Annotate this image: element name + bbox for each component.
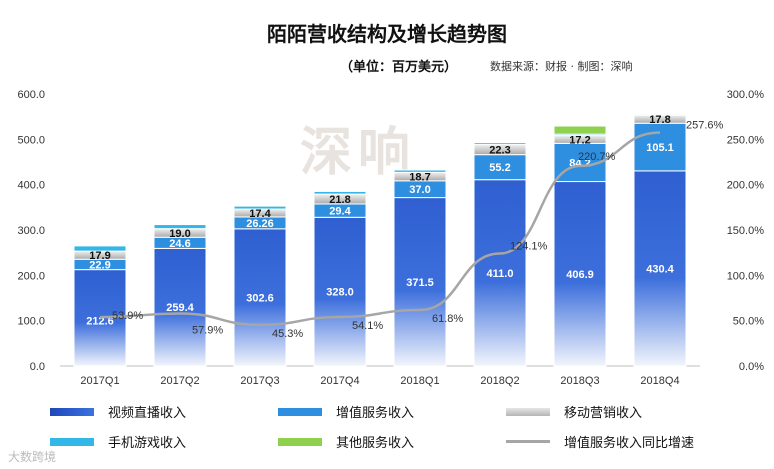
x-tick-label: 2018Q4 — [640, 375, 679, 387]
growth-label: 53.9% — [112, 310, 143, 322]
data-label-vas: 24.6 — [169, 238, 190, 250]
y2-tick-label: 200.0% — [727, 180, 765, 192]
y-tick-label: 200.0 — [17, 270, 45, 282]
data-label-live: 302.6 — [246, 292, 274, 304]
revenue-chart: 0.0 100.0 200.0 300.0 400.0 500.0 600.0 0.0% 50.… — [17, 89, 765, 387]
y-tick-label: 600.0 — [17, 89, 45, 101]
data-label-vas: 105.1 — [646, 142, 674, 154]
legend-swatch-vas — [278, 407, 322, 416]
data-label-vas: 55.2 — [489, 162, 510, 174]
data-label-marketing: 17.8 — [649, 114, 670, 126]
legend-swatch-games — [50, 437, 94, 446]
x-tick-label: 2018Q3 — [560, 375, 599, 387]
y-tick-label: 300.0 — [17, 225, 45, 237]
y-tick-label: 400.0 — [17, 180, 45, 192]
bar-live — [153, 247, 207, 367]
bar-live — [233, 228, 287, 367]
legend-label-vas: 增值服务收入 — [336, 406, 415, 421]
bar-games — [233, 205, 287, 210]
data-label-marketing: 19.0 — [169, 228, 190, 240]
x-tick-label: 2017Q2 — [160, 375, 199, 387]
watermark: 深响 — [300, 123, 417, 183]
data-label-vas: 29.4 — [329, 206, 351, 218]
growth-label: 124.1% — [510, 240, 548, 252]
legend-label-marketing: 移动营销收入 — [564, 406, 643, 421]
legend-item-live: 视频直播收入 — [50, 402, 186, 421]
legend-swatch-live — [50, 407, 94, 416]
growth-line — [99, 131, 661, 327]
data-label-live: 406.9 — [566, 269, 594, 281]
growth-label: 45.3% — [272, 328, 303, 340]
legend-item-games: 手机游戏收入 — [50, 432, 186, 451]
legend-label-games: 手机游戏收入 — [108, 436, 187, 451]
legend-label-live: 视频直播收入 — [108, 406, 187, 421]
legend-item-marketing: 移动营销收入 — [506, 402, 642, 421]
bar-live — [393, 197, 447, 367]
source-label: 数据来源：财报 · 制图：深响 — [490, 60, 633, 73]
legend-item-other: 其他服务收入 — [278, 432, 414, 451]
x-tick-label: 2017Q3 — [240, 375, 279, 387]
bar-vas — [633, 122, 687, 172]
y2-tick-label: 150.0% — [727, 225, 765, 237]
bar-live — [633, 170, 687, 367]
bar-games — [393, 169, 447, 173]
bar-other — [633, 112, 687, 115]
legend-label-other: 其他服务收入 — [336, 436, 415, 451]
legend: 视频直播收入 增值服务收入 移动营销收入 手机游戏收入 其他服务收入 增值服务收… — [0, 398, 774, 458]
data-label-vas: 26.26 — [246, 218, 274, 230]
growth-label: 54.1% — [352, 320, 383, 332]
data-label-live: 411.0 — [487, 268, 514, 280]
y2-tick-label: 300.0% — [727, 89, 765, 101]
y-tick-label: 0.0 — [30, 361, 45, 373]
y2-tick-label: 100.0% — [727, 270, 765, 282]
data-label-vas: 37.0 — [409, 184, 430, 196]
growth-label: 257.6% — [686, 119, 724, 131]
data-label-live: 212.6 — [86, 316, 114, 328]
x-tick-label: 2018Q2 — [480, 375, 519, 387]
bar-games — [73, 245, 127, 252]
data-label-marketing: 22.3 — [489, 145, 510, 157]
x-tick-label: 2018Q1 — [400, 375, 439, 387]
data-label-marketing: 17.2 — [569, 134, 590, 146]
y-tick-label: 100.0 — [17, 316, 45, 328]
x-tick-label: 2017Q1 — [80, 375, 119, 387]
data-label-marketing: 17.4 — [249, 208, 271, 220]
growth-label: 61.8% — [432, 313, 463, 325]
data-label-marketing: 21.8 — [329, 194, 350, 206]
legend-swatch-marketing — [506, 407, 550, 416]
legend-swatch-other — [278, 437, 322, 446]
data-label-live: 328.0 — [326, 287, 354, 299]
watermark-corner: 大数跨境 — [8, 450, 57, 464]
data-label-live: 430.4 — [646, 263, 674, 275]
chart-title: 陌陌营收结构及增长趋势图 — [267, 22, 507, 46]
bar-games — [313, 190, 367, 195]
data-label-marketing: 18.7 — [409, 172, 430, 184]
legend-label-growth: 增值服务收入同比增速 — [564, 436, 695, 451]
y-tick-label: 500.0 — [17, 134, 45, 146]
growth-label: 57.9% — [192, 325, 223, 337]
legend-swatch-growth — [506, 440, 550, 443]
data-label-vas: 22.9 — [89, 259, 110, 271]
unit-label: （单位：百万美元） — [340, 60, 458, 75]
bar-other — [553, 125, 607, 135]
bar-live — [473, 179, 527, 367]
y2-tick-label: 50.0% — [733, 316, 764, 328]
y2-tick-label: 0.0% — [739, 361, 764, 373]
bar-games — [153, 224, 207, 230]
data-label-marketing: 17.9 — [89, 250, 110, 262]
legend-item-vas: 增值服务收入 — [278, 402, 414, 421]
y2-tick-label: 250.0% — [727, 134, 765, 146]
bar-vas — [473, 154, 527, 181]
x-tick-label: 2017Q4 — [320, 375, 359, 387]
bar-live — [553, 181, 607, 367]
data-label-live: 371.5 — [406, 277, 434, 289]
growth-label: 220.7% — [578, 151, 616, 163]
legend-item-growth: 增值服务收入同比增速 — [506, 432, 694, 451]
bar-games — [473, 142, 527, 146]
data-label-live: 259.4 — [166, 302, 194, 314]
